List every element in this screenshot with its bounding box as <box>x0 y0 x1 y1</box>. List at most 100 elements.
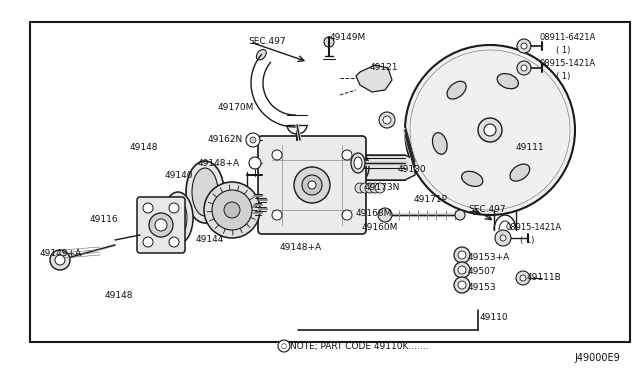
Text: 49171P: 49171P <box>414 196 448 205</box>
Circle shape <box>324 37 334 47</box>
Text: 49149+A: 49149+A <box>40 250 82 259</box>
Circle shape <box>224 202 240 218</box>
Circle shape <box>383 116 391 124</box>
Bar <box>30 22 630 342</box>
Circle shape <box>278 340 290 352</box>
Text: 49148: 49148 <box>105 291 134 299</box>
Text: 49111: 49111 <box>516 144 545 153</box>
Circle shape <box>455 210 465 220</box>
Circle shape <box>458 266 466 274</box>
Circle shape <box>521 43 527 49</box>
Ellipse shape <box>433 133 447 154</box>
Polygon shape <box>356 65 392 92</box>
Text: 08915-1421A: 08915-1421A <box>540 60 596 68</box>
Circle shape <box>454 262 470 278</box>
Text: 49153: 49153 <box>468 282 497 292</box>
Circle shape <box>378 208 392 222</box>
Circle shape <box>246 133 260 147</box>
Text: ○: ○ <box>281 343 287 349</box>
Text: 49144: 49144 <box>196 235 225 244</box>
Text: 49130: 49130 <box>398 166 427 174</box>
Circle shape <box>155 219 167 231</box>
Circle shape <box>454 247 470 263</box>
Ellipse shape <box>497 74 518 89</box>
Circle shape <box>355 183 365 193</box>
Circle shape <box>516 271 530 285</box>
Circle shape <box>143 203 153 213</box>
Ellipse shape <box>169 199 187 237</box>
Circle shape <box>458 251 466 259</box>
Circle shape <box>204 182 260 238</box>
Polygon shape <box>365 155 415 180</box>
Circle shape <box>336 163 344 171</box>
Text: 49170M: 49170M <box>218 103 254 112</box>
Circle shape <box>520 275 526 281</box>
Circle shape <box>370 183 380 193</box>
Circle shape <box>517 39 531 53</box>
Circle shape <box>272 210 282 220</box>
Text: 49168M: 49168M <box>356 209 392 218</box>
Circle shape <box>302 175 322 195</box>
Text: 49116: 49116 <box>90 215 118 224</box>
Text: 49153+A: 49153+A <box>468 253 510 263</box>
Ellipse shape <box>447 81 466 99</box>
Text: 49162N: 49162N <box>208 135 243 144</box>
Text: SEC.497: SEC.497 <box>468 205 506 215</box>
Ellipse shape <box>192 168 218 216</box>
Text: ( 1): ( 1) <box>556 45 570 55</box>
Text: 49148+A: 49148+A <box>198 158 240 167</box>
Text: 08915-1421A: 08915-1421A <box>505 224 561 232</box>
Circle shape <box>250 137 256 143</box>
Text: 49140: 49140 <box>165 170 193 180</box>
Ellipse shape <box>510 164 530 181</box>
Circle shape <box>478 118 502 142</box>
Ellipse shape <box>461 171 483 186</box>
Ellipse shape <box>355 158 365 176</box>
Text: 49148+A: 49148+A <box>280 244 322 253</box>
Ellipse shape <box>163 192 193 244</box>
Circle shape <box>55 255 65 265</box>
Ellipse shape <box>351 153 369 181</box>
Circle shape <box>143 237 153 247</box>
Text: 49148: 49148 <box>130 144 159 153</box>
Circle shape <box>365 183 375 193</box>
Circle shape <box>375 183 385 193</box>
Circle shape <box>249 157 261 169</box>
Text: J49000E9: J49000E9 <box>574 353 620 363</box>
Text: 49160M: 49160M <box>362 224 398 232</box>
Circle shape <box>379 112 395 128</box>
Circle shape <box>332 159 348 175</box>
Text: ( 1): ( 1) <box>520 235 534 244</box>
Circle shape <box>454 277 470 293</box>
Circle shape <box>500 235 506 241</box>
Text: SEC.497: SEC.497 <box>248 38 285 46</box>
Text: NOTE; PART CODE 49110K.......: NOTE; PART CODE 49110K....... <box>290 341 429 350</box>
Circle shape <box>169 237 179 247</box>
Circle shape <box>272 150 282 160</box>
Circle shape <box>368 72 380 84</box>
Circle shape <box>50 250 70 270</box>
Text: 49110: 49110 <box>480 314 509 323</box>
Circle shape <box>521 65 527 71</box>
Text: 49149M: 49149M <box>330 33 366 42</box>
Circle shape <box>484 124 496 136</box>
Circle shape <box>458 281 466 289</box>
Circle shape <box>149 213 173 237</box>
Circle shape <box>294 167 330 203</box>
Ellipse shape <box>257 49 266 60</box>
Circle shape <box>495 230 511 246</box>
Circle shape <box>342 150 352 160</box>
Ellipse shape <box>351 153 365 173</box>
Text: ( 1): ( 1) <box>556 71 570 80</box>
Circle shape <box>308 181 316 189</box>
FancyBboxPatch shape <box>258 136 366 234</box>
Circle shape <box>169 203 179 213</box>
Circle shape <box>517 61 531 75</box>
Text: 08911-6421A: 08911-6421A <box>540 33 596 42</box>
Ellipse shape <box>354 157 362 169</box>
Ellipse shape <box>186 161 224 223</box>
Text: 49111B: 49111B <box>527 273 562 282</box>
Circle shape <box>212 190 252 230</box>
FancyBboxPatch shape <box>137 197 185 253</box>
Text: 49173N: 49173N <box>365 183 401 192</box>
